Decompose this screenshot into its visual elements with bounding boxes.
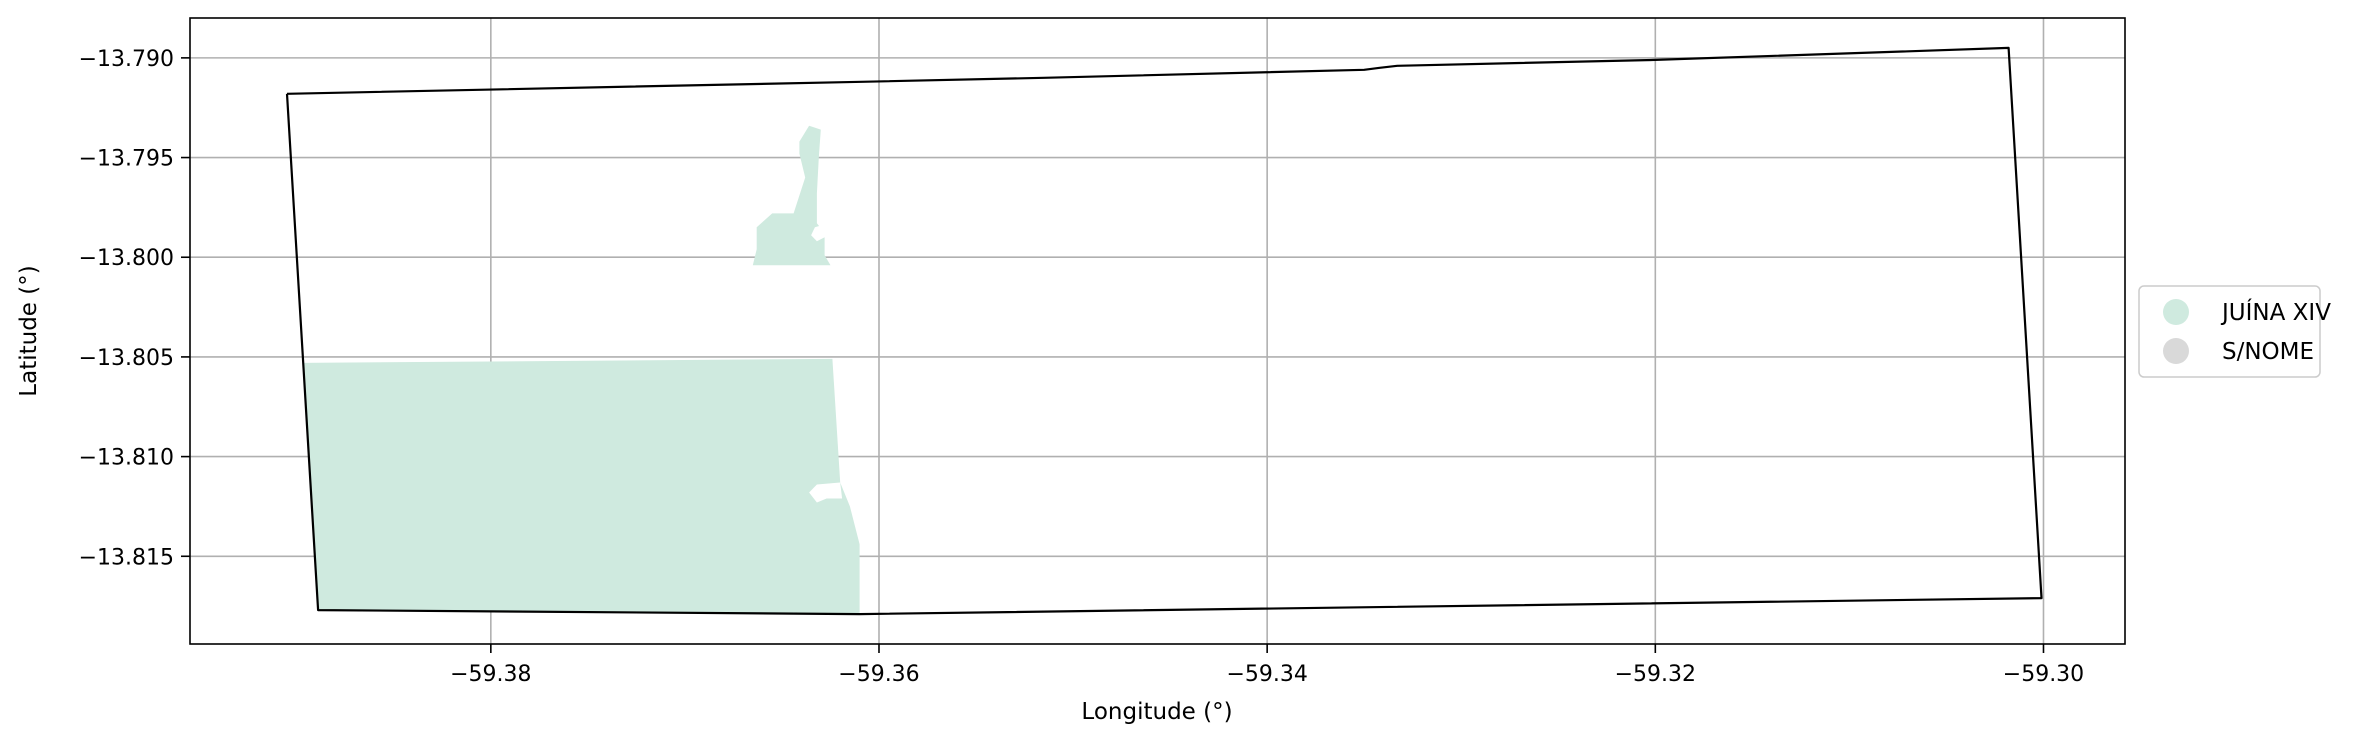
region-notch-1: [811, 223, 829, 242]
region-juina-xiv-0: [302, 358, 860, 615]
y-axis-label: Latitude (°): [16, 265, 42, 396]
y-tick-label-4: −13.810: [79, 446, 174, 471]
legend-label-s-nome: S/NOME: [2222, 339, 2314, 365]
y-axis-ticks: −13.790 −13.795 −13.800 −13.805 −13.810 −13.8…: [79, 47, 190, 570]
y-tick-label-2: −13.800: [79, 246, 174, 271]
x-tick-label-2: −59.34: [1226, 662, 1307, 687]
plot-frame: [189, 17, 2126, 645]
x-tick-label-4: −59.30: [2003, 662, 2084, 687]
boundary-outline: [285, 46, 2043, 616]
legend-label-juina-xiv: JUÍNA XIV: [2220, 298, 2331, 326]
legend: JUÍNA XIV S/NOME: [2138, 285, 2331, 378]
legend-marker-juina-xiv: [2163, 299, 2189, 325]
x-axis-ticks: −59.38 −59.36 −59.34 −59.32 −59.30: [450, 644, 2084, 687]
y-tick-label-0: −13.790: [79, 47, 174, 72]
x-tick-label-3: −59.32: [1615, 662, 1696, 687]
y-tick-label-3: −13.805: [79, 346, 174, 371]
y-tick-label-1: −13.795: [79, 147, 174, 172]
x-tick-label-1: −59.36: [838, 662, 919, 687]
x-axis-label: Longitude (°): [1081, 699, 1232, 725]
boundary-layer: [285, 46, 2043, 616]
x-tick-label-0: −59.38: [450, 662, 531, 687]
y-tick-label-5: −13.815: [79, 545, 174, 570]
regions-layer: [302, 125, 860, 615]
legend-marker-s-nome: [2163, 338, 2189, 364]
region-juina-xiv-1: [752, 125, 831, 266]
region-notch-0: [809, 482, 843, 503]
